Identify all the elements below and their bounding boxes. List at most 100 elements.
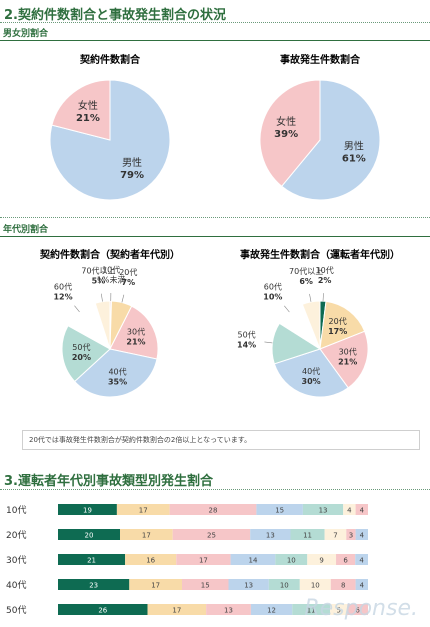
bar-category-4: 50代 (6, 605, 26, 616)
pie4-label-0-0: 10代 (316, 265, 334, 275)
bar-value-4-4: 11 (307, 607, 316, 615)
pie4-label-6-0: 70代以上 (289, 266, 323, 276)
bar-seg-1-3 (250, 529, 291, 540)
bar-seg-3-2 (182, 579, 229, 590)
bar-seg-0-4 (302, 504, 344, 515)
pie3-label-5-0: 60代 (54, 281, 72, 291)
age-header-bar: 年代別割合 (0, 222, 430, 237)
bar-value-3-0: 23 (89, 582, 98, 590)
pie3-slice-6 (94, 300, 111, 350)
bar-category-0: 10代 (6, 505, 26, 516)
pie4-label-1-1: 17% (328, 327, 347, 336)
pie3-label-6-1: 5% (92, 277, 106, 286)
pie3-label-2-0: 30代 (127, 326, 145, 336)
pie4-label-5-0: 60代 (264, 282, 282, 292)
bar-seg-1-1 (120, 529, 173, 540)
age-pies: 契約件数割合（契約者年代別） 10代1%未満20代7%30代21%40代35%5… (40, 248, 400, 398)
pie4-label-6-1: 6% (299, 277, 313, 286)
pie4-label-4-1: 14% (237, 340, 256, 349)
pie4-label-5-1: 10% (263, 293, 282, 302)
bar-seg-4-3 (250, 604, 293, 615)
pie3-slice-4 (61, 324, 111, 383)
bar-value-3-6: 8 (341, 582, 345, 590)
pie2-label-1-1: 39% (274, 129, 298, 140)
bar-value-1-4: 11 (303, 532, 312, 540)
bar-seg-2-4 (275, 554, 308, 565)
bar-value-0-3: 15 (275, 507, 284, 515)
bar-seg-0-0 (58, 504, 117, 515)
bar-value-2-1: 16 (146, 557, 155, 565)
pie2-label-1-0: 女性 (276, 115, 296, 128)
pie1-title: 契約件数割合 (80, 53, 141, 66)
bar-seg-1-5 (324, 529, 347, 540)
pie2-label-0-0: 男性 (344, 140, 364, 153)
bar-value-4-6: 6 (355, 607, 360, 615)
gender-header: 男女別割合 (3, 29, 49, 39)
pie1-label-0-0: 男性 (122, 156, 142, 169)
bar-value-3-4: 10 (280, 582, 289, 590)
pie4-slice-1 (319, 300, 366, 350)
bar-value-4-3: 12 (267, 607, 276, 615)
pie3-label-4-0: 50代 (72, 342, 90, 352)
bar-seg-1-0 (58, 529, 120, 540)
pie4-label-1-0: 20代 (329, 316, 347, 326)
pie4-leader-0 (322, 293, 324, 302)
bar-value-3-1: 17 (151, 582, 160, 590)
bar-value-2-7: 4 (359, 557, 364, 565)
pie4-leader-5 (284, 305, 290, 313)
pie3-slice-2 (109, 305, 159, 360)
bar-value-3-5: 10 (311, 582, 320, 590)
bar-value-1-0: 20 (85, 532, 94, 540)
section2-divider (0, 22, 430, 23)
pie2-slice-1 (259, 79, 321, 187)
bar-seg-0-5 (343, 504, 356, 515)
bar-value-1-5: 7 (333, 532, 337, 540)
bar-seg-3-0 (58, 579, 130, 590)
pie2-label-0-1: 61% (342, 154, 366, 165)
section3-title: 3.運転者年代別事故類型別発生割合 (4, 474, 213, 489)
pie3-leader-5 (74, 305, 80, 313)
age-header: 年代別割合 (3, 225, 49, 235)
bar-value-0-4: 13 (319, 507, 328, 515)
pie3-label-0-1: 1%未満 (97, 275, 126, 285)
bar-value-1-1: 17 (142, 532, 151, 540)
bar-value-1-3: 13 (266, 532, 275, 540)
bar-value-4-5: 5 (336, 607, 340, 615)
bar-value-2-3: 14 (248, 557, 257, 565)
bar-value-2-0: 21 (87, 557, 96, 565)
pie2-title: 事故発生件数割合 (280, 53, 361, 66)
bar-seg-2-5 (307, 554, 337, 565)
section3-divider (0, 489, 430, 490)
bar-value-0-2: 28 (209, 507, 218, 515)
bar-value-0-1: 17 (139, 507, 148, 515)
pie3-label-3-0: 40代 (108, 366, 126, 376)
pie3-label-2-1: 21% (126, 337, 145, 346)
bar-value-2-4: 10 (287, 557, 296, 565)
pie3-label-1-0: 20代 (119, 267, 137, 277)
bar-value-0-6: 4 (360, 507, 365, 515)
pie3-label-1-1: 7% (122, 278, 136, 287)
watermark-logo: Response. (304, 596, 418, 621)
bar-seg-3-6 (330, 579, 356, 590)
pie4-label-4-0: 50代 (237, 329, 255, 339)
bar-seg-1-7 (355, 529, 368, 540)
bar-value-4-2: 13 (224, 607, 233, 615)
pie1-slice-1 (51, 79, 111, 141)
pie4-label-0-1: 2% (318, 276, 332, 285)
bar-seg-3-3 (228, 579, 269, 590)
note-box: 20代では事故発生件数割合が契約件数割合の2倍以上となっています。 (22, 430, 420, 450)
bar-seg-3-7 (355, 579, 368, 590)
bar-seg-0-6 (355, 504, 368, 515)
bar-category-3: 40代 (6, 580, 26, 591)
bar-value-3-7: 4 (360, 582, 365, 590)
pie3-title: 契約件数割合（契約者年代別） (40, 248, 180, 261)
pie4-leader-4 (264, 341, 273, 344)
pie3-leader-6 (100, 293, 103, 302)
